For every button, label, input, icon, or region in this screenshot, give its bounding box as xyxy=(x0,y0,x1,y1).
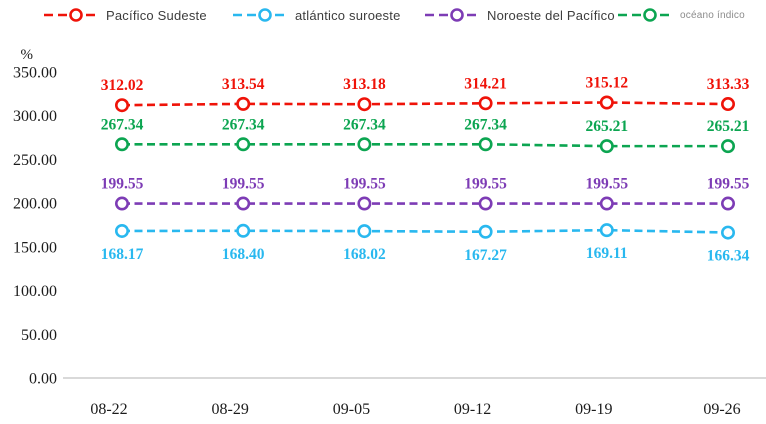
y-tick-label: 350.00 xyxy=(13,65,57,82)
data-point-marker xyxy=(115,137,130,152)
data-point-marker xyxy=(115,223,130,238)
data-point-marker xyxy=(236,96,251,111)
legend-label: Noroeste del Pacífico xyxy=(487,7,615,23)
series-atlantico-suroeste: 168.17 168.40 168.02 167.27 169.11 166.34 xyxy=(101,223,750,265)
x-axis: 08-22 08-29 09-05 09-12 09-19 09-26 xyxy=(90,401,740,418)
data-point-marker xyxy=(115,98,130,113)
data-point-marker xyxy=(115,196,130,211)
data-point-label: 312.02 xyxy=(101,77,144,94)
data-point-marker xyxy=(478,137,493,152)
data-point-label: 267.34 xyxy=(343,116,386,133)
x-tick-label: 09-12 xyxy=(454,401,491,418)
legend-item-oceano-indico: océano índico xyxy=(617,6,745,24)
x-tick-label: 08-22 xyxy=(90,401,127,418)
legend-marker-icon xyxy=(618,8,673,22)
data-point-label: 265.21 xyxy=(707,118,750,135)
data-point-marker xyxy=(236,196,251,211)
data-point-marker xyxy=(720,97,735,112)
data-point-label: 199.55 xyxy=(707,176,750,193)
x-tick-label: 08-29 xyxy=(212,401,249,418)
data-point-label: 265.21 xyxy=(585,118,628,135)
legend-item-atlantico-suroeste: atlántico suroeste xyxy=(232,6,401,24)
series-dashed-line xyxy=(122,142,728,148)
legend-item-noroeste-del-pacifico: Noroeste del Pacífico xyxy=(424,6,615,24)
data-point-marker xyxy=(236,223,251,238)
data-point-marker xyxy=(599,139,614,154)
data-point-marker xyxy=(357,224,372,239)
data-point-label: 267.34 xyxy=(101,116,144,133)
legend-circle-marker xyxy=(69,8,83,22)
legend-label: océano índico xyxy=(680,9,745,21)
data-point-marker xyxy=(599,196,614,211)
y-tick-label: 100.00 xyxy=(13,283,57,300)
data-point-marker xyxy=(478,224,493,239)
data-point-marker xyxy=(357,137,372,152)
data-point-marker xyxy=(478,96,493,111)
data-point-marker xyxy=(720,225,735,240)
data-point-marker xyxy=(357,196,372,211)
legend-label: atlántico suroeste xyxy=(295,7,401,23)
data-point-label: 313.18 xyxy=(343,76,386,93)
data-point-label: 168.40 xyxy=(222,246,265,263)
data-point-label: 313.54 xyxy=(222,76,265,93)
y-tick-label: 50.00 xyxy=(21,327,57,344)
data-point-label: 199.55 xyxy=(222,176,265,193)
x-tick-label: 09-05 xyxy=(333,401,370,418)
legend-circle-marker xyxy=(450,8,464,22)
legend-circle-marker xyxy=(643,8,657,22)
data-point-label: 199.55 xyxy=(464,176,507,193)
data-point-label: 313.33 xyxy=(707,76,750,93)
x-tick-label: 09-26 xyxy=(703,401,740,418)
data-point-label: 169.11 xyxy=(586,245,628,262)
legend-marker-icon xyxy=(44,8,99,22)
data-point-marker xyxy=(599,223,614,238)
legend-marker-icon xyxy=(233,8,288,22)
data-point-label: 167.27 xyxy=(464,247,507,264)
data-point-label: 267.34 xyxy=(222,116,265,133)
data-point-label: 315.12 xyxy=(585,74,628,91)
data-point-marker xyxy=(236,137,251,152)
data-point-label: 168.17 xyxy=(101,246,144,263)
data-point-label: 267.34 xyxy=(464,116,507,133)
y-tick-label: 300.00 xyxy=(13,108,57,125)
data-point-label: 314.21 xyxy=(464,75,507,92)
series-oceano-indico: 267.34 267.34 267.34 267.34 265.21 265.21 xyxy=(101,116,750,154)
series-dashed-line xyxy=(121,228,729,234)
data-point-marker xyxy=(357,97,372,112)
chart-legend: Pacífico Sudeste atlántico suroeste Noro… xyxy=(0,0,766,30)
data-point-marker xyxy=(720,139,735,154)
y-tick-label: 150.00 xyxy=(13,239,57,256)
data-point-label: 199.55 xyxy=(101,176,144,193)
data-point-marker xyxy=(599,95,614,110)
series-pacifico-sudeste: 312.02 313.54 313.18 314.21 315.12 313.33 xyxy=(101,74,750,113)
y-tick-label: 200.00 xyxy=(13,196,57,213)
legend-circle-marker xyxy=(258,8,272,22)
series-noroeste-del-pacifico: 199.55 199.55 199.55 199.55 199.55 199.55 xyxy=(101,176,750,211)
data-point-label: 199.55 xyxy=(585,176,628,193)
y-axis-unit-label: % xyxy=(21,47,34,63)
y-tick-label: 0.00 xyxy=(29,371,57,388)
y-tick-label: 250.00 xyxy=(13,152,57,169)
data-point-marker xyxy=(720,196,735,211)
series-dashed-line xyxy=(121,101,729,107)
data-point-label: 166.34 xyxy=(707,248,750,265)
legend-marker-icon xyxy=(425,8,480,22)
data-point-label: 168.02 xyxy=(343,246,386,263)
y-axis: 350.00 300.00 250.00 200.00 150.00 100.00 50.0… xyxy=(13,65,57,388)
data-point-label: 199.55 xyxy=(343,176,386,193)
legend-item-pacifico-sudeste: Pacífico Sudeste xyxy=(43,6,207,24)
legend-label: Pacífico Sudeste xyxy=(106,7,207,23)
data-point-marker xyxy=(478,196,493,211)
x-tick-label: 09-19 xyxy=(575,401,612,418)
